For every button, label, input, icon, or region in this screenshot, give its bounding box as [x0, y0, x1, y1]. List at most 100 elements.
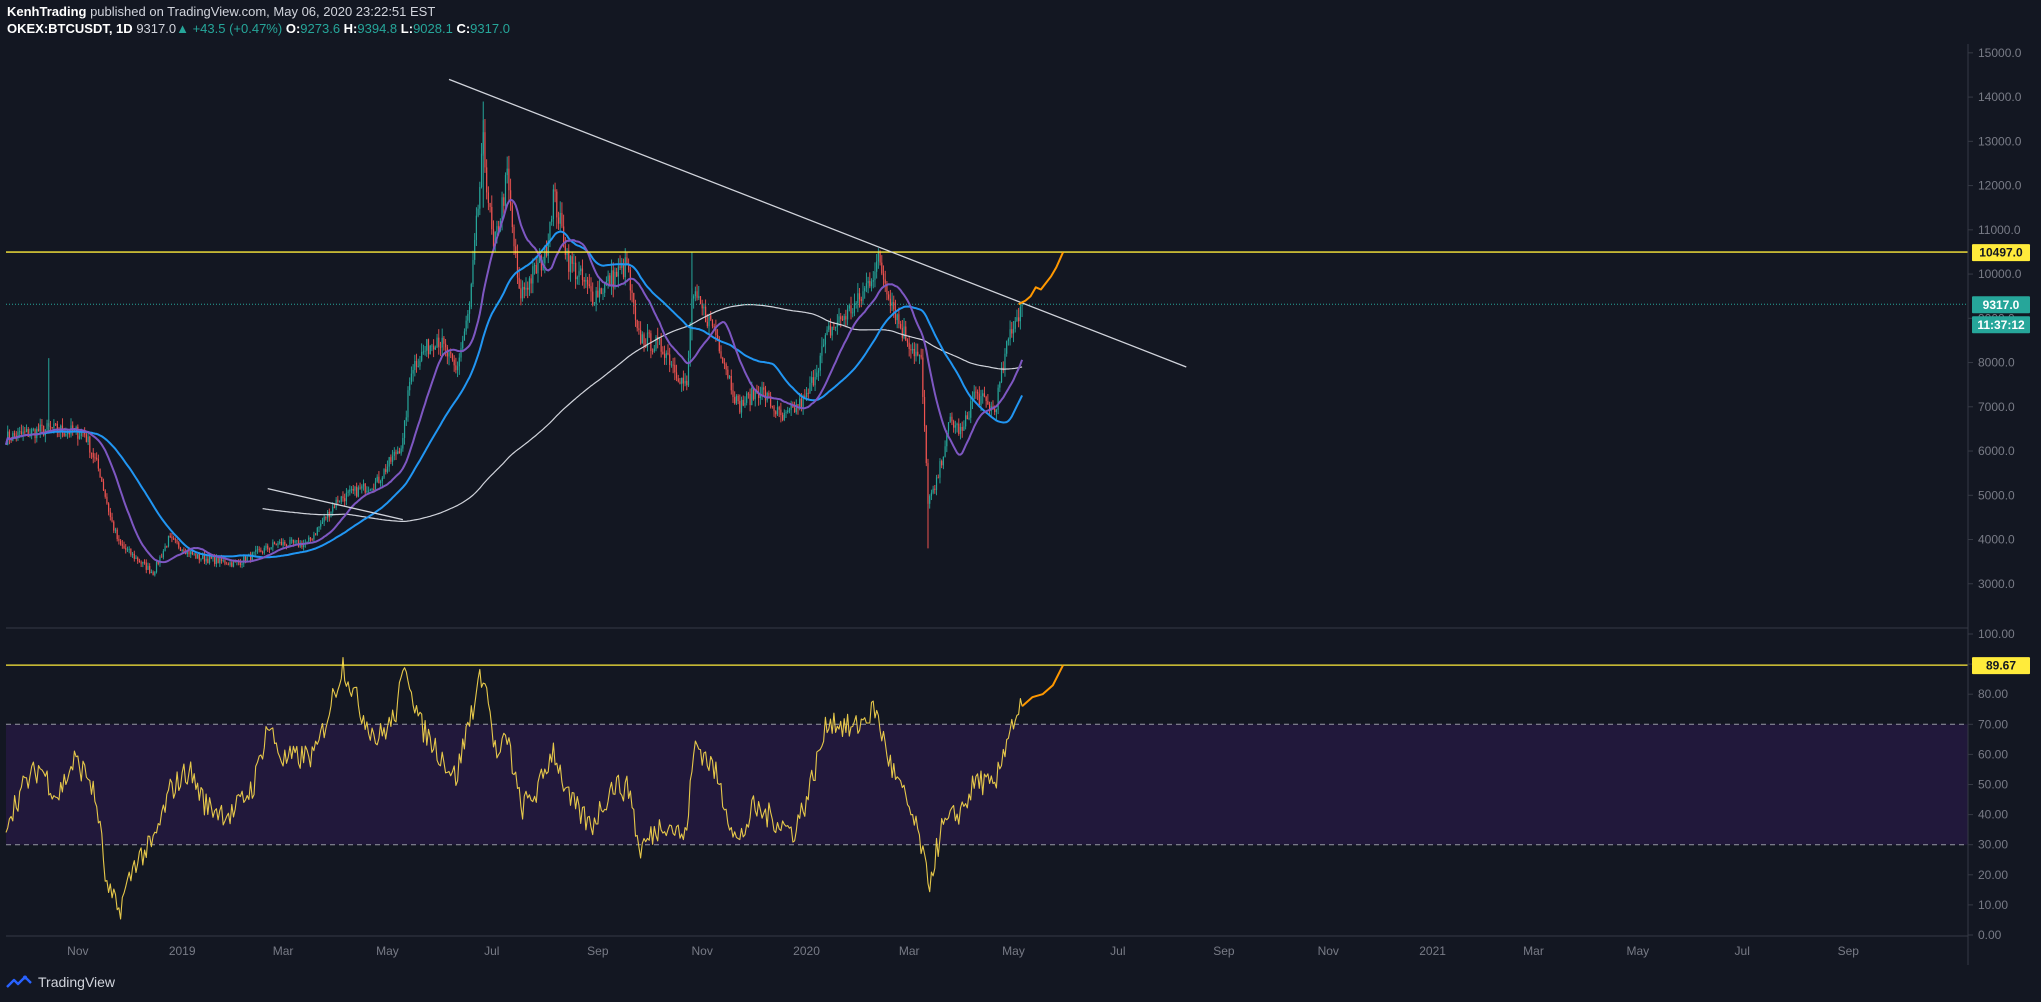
candle-body	[961, 426, 963, 431]
candle-body	[174, 539, 176, 541]
candle-body	[723, 363, 726, 364]
candle-body	[451, 353, 454, 360]
candle-body	[542, 263, 544, 271]
candle-body	[1007, 339, 1009, 342]
candle-body	[386, 466, 389, 472]
candle-body	[296, 540, 298, 542]
time-axis[interactable]: Nov 2019 Mar May Jul Sep Nov 2020 Mar May Jul Sep No…	[67, 944, 1859, 958]
candle-body	[226, 563, 228, 565]
candle-body	[602, 292, 604, 294]
candle-body	[441, 337, 443, 348]
rsi-line	[5, 656, 1023, 920]
tradingview-brand[interactable]: TradingView	[6, 974, 115, 990]
candle-body	[571, 256, 573, 264]
candle-body	[1021, 304, 1023, 307]
candle-body	[1000, 367, 1003, 383]
candle-body	[1018, 317, 1020, 322]
candle-body	[527, 287, 529, 290]
price-tick-label: 5000.0	[1978, 488, 2015, 502]
candle-body	[694, 291, 696, 297]
rsi-axis[interactable]: 100.0090.0080.0070.0060.0050.0040.0030.0…	[1968, 627, 2015, 942]
candle-body	[496, 226, 498, 232]
candle-body	[198, 554, 200, 560]
candle-body	[616, 271, 618, 277]
candle-body	[41, 424, 43, 426]
open-label: O:	[285, 21, 301, 36]
candle-body	[547, 240, 549, 256]
candle-body	[241, 563, 243, 565]
candle-body	[323, 516, 325, 522]
candle-body	[975, 391, 977, 393]
candle-body	[882, 273, 885, 280]
price-tick-label: 3000.0	[1978, 577, 2015, 591]
candle-body	[855, 302, 857, 304]
candle-body	[764, 389, 767, 401]
candle-body	[995, 409, 998, 413]
candle-body	[190, 551, 192, 555]
candle-body	[641, 334, 643, 344]
candle-body	[747, 393, 749, 395]
rsi-tick-label: 70.00	[1978, 717, 2008, 731]
candle-body	[92, 452, 94, 458]
candle-body	[829, 325, 832, 336]
candle-body	[303, 543, 305, 548]
candle-body	[934, 488, 936, 490]
candle-body	[426, 339, 428, 351]
candle-body	[836, 322, 838, 327]
candle-body	[106, 496, 108, 504]
candle-body	[277, 542, 279, 546]
candle-body	[118, 539, 120, 541]
candle-body	[564, 246, 566, 256]
candle-body	[477, 208, 479, 216]
descending-trendline	[448, 78, 1187, 368]
candle-body	[337, 499, 339, 502]
candle-body	[983, 393, 986, 397]
candle-body	[817, 370, 820, 373]
candle-body	[289, 539, 291, 546]
bar-countdown-badge-bg	[1972, 316, 2030, 334]
candle-body	[970, 401, 972, 418]
candle-body	[102, 481, 105, 491]
candle-body	[167, 535, 170, 547]
candle-body	[607, 275, 609, 281]
candle-body	[486, 167, 488, 193]
symbol-label[interactable]: OKEX:BTCUSDT, 1D	[7, 21, 133, 36]
candle-body	[610, 270, 613, 287]
candle-body	[648, 332, 650, 334]
candle-body	[250, 554, 252, 561]
candle-body	[143, 561, 146, 563]
candle-body	[157, 561, 159, 564]
candle-body	[183, 549, 185, 553]
candle-body	[383, 469, 385, 478]
candle-body	[663, 353, 666, 358]
candle-body	[958, 423, 960, 435]
candle-body	[906, 340, 909, 343]
candle-body	[291, 539, 293, 541]
candle-body	[793, 407, 796, 413]
candle-body	[398, 451, 401, 454]
up-arrow-icon: ▲	[176, 21, 189, 36]
candle-body	[665, 352, 667, 358]
candle-body	[686, 380, 688, 386]
candle-body	[46, 423, 48, 430]
candle-body	[227, 564, 229, 566]
candle-body	[381, 477, 383, 482]
bar-countdown-badge-text: 11:37:12	[1977, 318, 2025, 332]
resistance-level-badge: 10497.0	[1972, 244, 2030, 262]
candle-body	[706, 321, 708, 327]
candle-body	[628, 265, 630, 270]
author-name[interactable]: KenhTrading	[7, 4, 87, 19]
open-value: 9273.6	[300, 21, 341, 36]
candle-body	[1009, 329, 1011, 340]
candle-body	[805, 392, 808, 398]
candle-body	[713, 326, 715, 327]
candle-body	[672, 364, 674, 366]
price-axis[interactable]: 15000.0 14000.0 13000.0 12000.0 11000.0 10000…	[1968, 46, 2022, 591]
candle-body	[85, 434, 87, 443]
candle-body	[633, 292, 635, 307]
candle-body	[758, 392, 760, 399]
candle-body	[598, 288, 601, 298]
candle-body	[590, 286, 592, 292]
low-value: 9028.1	[413, 21, 453, 36]
